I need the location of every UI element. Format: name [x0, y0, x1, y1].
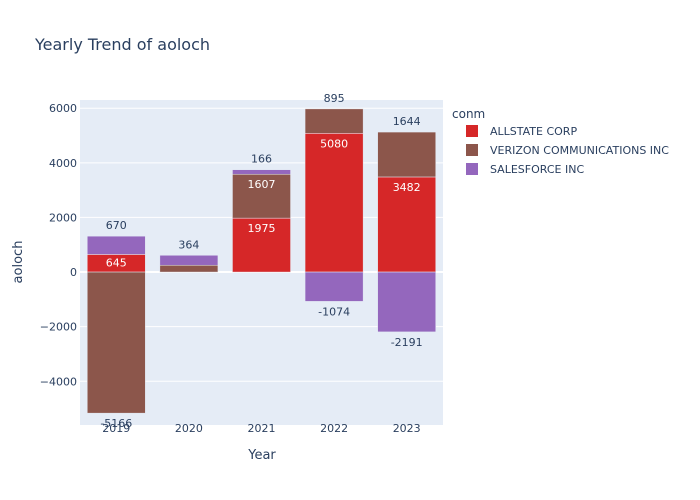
bar-salesforce-inc-2022	[304, 271, 364, 302]
legend-label: SALESFORCE INC	[490, 163, 584, 176]
x-tick-labels: 2019 2020 2021 2022 2023	[102, 422, 420, 435]
data-label: 1644	[393, 115, 421, 128]
bar-allstate-corp-2023	[377, 176, 436, 273]
data-labels: 645 -5166 670 364 1975 1607 166 5080 895 -1074 348…	[100, 92, 422, 430]
data-label: 1975	[248, 222, 276, 235]
bar-salesforce-inc-2021	[232, 169, 291, 175]
y-tick-labels: −4000 −2000 0 2000 4000 6000	[40, 102, 77, 388]
x-tick-label: 2021	[248, 422, 276, 435]
data-label: 670	[106, 219, 127, 232]
legend-swatch	[466, 163, 478, 175]
x-tick-label: 2020	[175, 422, 203, 435]
data-label: 3482	[393, 181, 421, 194]
bar-allstate-corp-2021	[232, 217, 291, 273]
data-label: 166	[251, 153, 272, 166]
legend-title: conm	[452, 107, 485, 121]
data-label: 5080	[320, 137, 348, 150]
bar-verizon-communications-inc-2021	[232, 173, 291, 219]
bar-salesforce-inc-2019	[87, 235, 146, 255]
legend-swatch	[466, 144, 478, 156]
bar-verizon-communications-inc-2023	[377, 131, 436, 178]
data-label: 645	[106, 256, 127, 269]
data-label: -1074	[318, 305, 350, 318]
x-tick-label: 2023	[393, 422, 421, 435]
bar-verizon-communications-inc-2019	[87, 271, 146, 414]
bar-salesforce-inc-2020	[159, 255, 219, 266]
legend-swatch	[466, 125, 478, 137]
y-tick-label: −2000	[40, 321, 77, 334]
x-axis-title: Year	[247, 448, 276, 463]
data-label: 1607	[248, 178, 276, 191]
data-label: 895	[324, 92, 345, 105]
bars	[87, 108, 436, 414]
bar-allstate-corp-2022	[304, 133, 364, 273]
data-label: -2191	[391, 336, 423, 349]
bar-verizon-communications-inc-2022	[304, 108, 364, 134]
bar-salesforce-inc-2023	[377, 271, 436, 333]
bar-verizon-communications-inc-2020	[159, 264, 219, 273]
legend-label: ALLSTATE CORP	[490, 125, 577, 138]
y-tick-label: −4000	[40, 375, 77, 388]
y-tick-label: 6000	[49, 102, 77, 115]
y-tick-label: 4000	[49, 157, 77, 170]
chart-title: Yearly Trend of aoloch	[34, 35, 210, 54]
x-tick-label: 2019	[102, 422, 130, 435]
y-tick-label: 2000	[49, 211, 77, 224]
x-tick-label: 2022	[320, 422, 348, 435]
y-tick-label: 0	[70, 266, 77, 279]
data-label: -5166	[100, 417, 132, 430]
legend-label: VERIZON COMMUNICATIONS INC	[490, 144, 669, 157]
y-axis-title: aoloch	[11, 241, 26, 284]
data-label: 364	[178, 238, 199, 251]
legend: conm ALLSTATE CORP VERIZON COMMUNICATIONS…	[452, 107, 669, 176]
